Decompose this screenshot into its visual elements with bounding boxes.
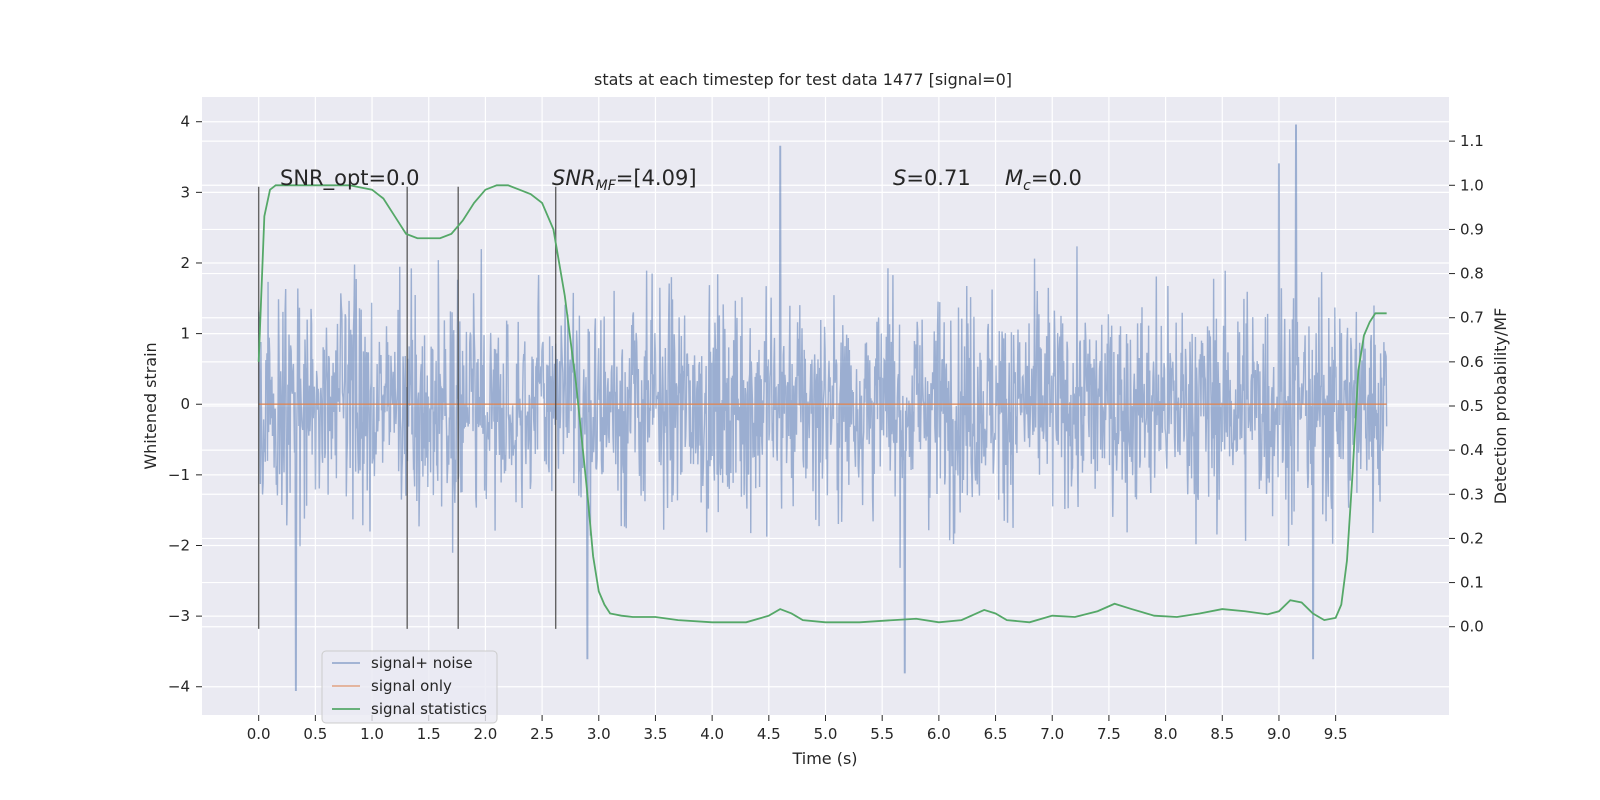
annotation-s: S=0.71 bbox=[893, 166, 971, 190]
y-left-axis-ticks: −4 −3 −2 −1 0 1 2 3 4 bbox=[168, 113, 202, 696]
legend-label-signal-plus-noise: signal+ noise bbox=[371, 654, 473, 672]
y-left-tick-label: −1 bbox=[168, 466, 190, 484]
annotation-snr-mf: SNRMF=[4.09] bbox=[552, 166, 697, 194]
y-right-axis-label: Detection probability/MF bbox=[1491, 308, 1510, 505]
y-right-tick-label: 1.0 bbox=[1460, 176, 1484, 194]
x-tick-label: 6.5 bbox=[984, 725, 1008, 743]
y-left-axis-label: Whitened strain bbox=[141, 342, 160, 469]
legend-label-signal-statistics: signal statistics bbox=[371, 700, 487, 718]
x-tick-label: 8.5 bbox=[1210, 725, 1234, 743]
x-tick-label: 9.5 bbox=[1324, 725, 1348, 743]
y-right-tick-label: 0.3 bbox=[1460, 485, 1484, 503]
y-right-tick-label: 0.6 bbox=[1460, 353, 1484, 371]
x-tick-label: 8.0 bbox=[1154, 725, 1178, 743]
y-left-tick-label: 0 bbox=[180, 395, 190, 413]
y-left-tick-label: 1 bbox=[180, 325, 190, 343]
y-left-tick-label: 2 bbox=[180, 254, 190, 272]
y-left-tick-label: 4 bbox=[180, 113, 190, 131]
x-tick-label: 2.0 bbox=[473, 725, 497, 743]
y-right-tick-label: 0.8 bbox=[1460, 265, 1484, 283]
chart-title: stats at each timestep for test data 147… bbox=[594, 70, 1012, 89]
y-right-tick-label: 0.7 bbox=[1460, 309, 1484, 327]
x-tick-label: 1.5 bbox=[417, 725, 441, 743]
x-axis-label: Time (s) bbox=[791, 749, 857, 768]
annotations: SNR_opt=0.0 SNRMF=[4.09] S=0.71 Mc=0.0 bbox=[280, 166, 1082, 194]
y-right-tick-label: 0.0 bbox=[1460, 618, 1484, 636]
y-left-tick-label: −3 bbox=[168, 607, 190, 625]
x-tick-label: 1.0 bbox=[360, 725, 384, 743]
legend-box bbox=[321, 650, 498, 724]
y-left-tick-label: 3 bbox=[180, 183, 190, 201]
x-tick-label: 7.5 bbox=[1097, 725, 1121, 743]
y-right-tick-label: 0.1 bbox=[1460, 574, 1484, 592]
y-right-tick-label: 0.4 bbox=[1460, 441, 1484, 459]
x-tick-label: 0.5 bbox=[303, 725, 327, 743]
annotation-mc: Mc=0.0 bbox=[1005, 166, 1082, 194]
x-tick-label: 4.0 bbox=[700, 725, 724, 743]
y-right-axis-ticks: 0.0 0.1 0.2 0.3 0.4 0.5 0.6 0.7 0.8 0.9 1.0 1.1 bbox=[1449, 132, 1484, 636]
x-tick-label: 4.5 bbox=[757, 725, 781, 743]
legend-label-signal-only: signal only bbox=[371, 677, 452, 695]
x-tick-label: 3.5 bbox=[644, 725, 668, 743]
y-right-tick-label: 0.9 bbox=[1460, 220, 1484, 238]
annotation-snr-opt: SNR_opt=0.0 bbox=[280, 166, 420, 191]
x-tick-label: 5.5 bbox=[870, 725, 894, 743]
y-left-tick-label: −2 bbox=[168, 536, 190, 554]
vertical-markers bbox=[257, 186, 557, 629]
x-tick-label: 5.0 bbox=[814, 725, 838, 743]
signal-statistics-series bbox=[257, 184, 1387, 624]
x-tick-label: 9.0 bbox=[1267, 725, 1291, 743]
x-tick-label: 0.0 bbox=[247, 725, 271, 743]
x-axis-ticks: 0.0 0.5 1.0 1.5 2.0 2.5 3.0 3.5 4.0 4.5 5.0 5.5 6.0 6… bbox=[247, 715, 1348, 743]
x-tick-label: 3.0 bbox=[587, 725, 611, 743]
y-right-tick-label: 1.1 bbox=[1460, 132, 1484, 150]
x-tick-label: 7.0 bbox=[1040, 725, 1064, 743]
signal-plus-noise-series bbox=[257, 124, 1388, 691]
legend: signal+ noise signal only signal statist… bbox=[321, 650, 498, 724]
y-right-tick-label: 0.5 bbox=[1460, 397, 1484, 415]
y-right-tick-label: 0.2 bbox=[1460, 529, 1484, 547]
x-tick-label: 2.5 bbox=[530, 725, 554, 743]
x-tick-label: 6.0 bbox=[927, 725, 951, 743]
y-left-tick-label: −4 bbox=[168, 678, 190, 696]
